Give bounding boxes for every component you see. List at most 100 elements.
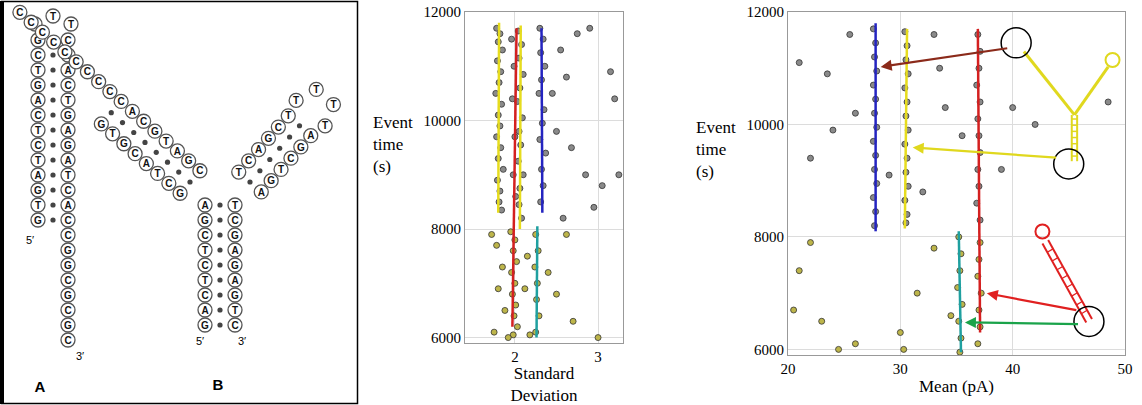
svg-text:T: T xyxy=(202,245,208,256)
svg-text:T: T xyxy=(202,275,208,286)
svg-text:T: T xyxy=(322,120,328,131)
svg-text:G: G xyxy=(231,260,239,271)
svg-text:C: C xyxy=(16,7,23,18)
svg-text:A: A xyxy=(64,155,71,166)
svg-text:C: C xyxy=(39,27,46,38)
svg-text:8000: 8000 xyxy=(754,229,784,245)
svg-text:20: 20 xyxy=(781,361,796,377)
svg-text:C: C xyxy=(64,35,71,46)
svg-text:G: G xyxy=(267,175,275,186)
svg-text:T: T xyxy=(330,99,336,110)
svg-text:C: C xyxy=(61,47,68,58)
svg-text:C: C xyxy=(287,153,294,164)
svg-text:5′: 5′ xyxy=(196,335,204,347)
svg-text:A: A xyxy=(174,146,181,157)
svg-text:A: A xyxy=(201,305,208,316)
svg-text:5′: 5′ xyxy=(26,234,34,246)
svg-text:8000: 8000 xyxy=(431,221,461,237)
svg-text:A: A xyxy=(201,200,208,211)
svg-text:T: T xyxy=(65,170,71,181)
svg-text:C: C xyxy=(196,165,203,176)
svg-text:C: C xyxy=(34,50,41,61)
svg-text:C: C xyxy=(84,66,91,77)
svg-text:C: C xyxy=(118,96,125,107)
svg-text:C: C xyxy=(131,148,138,159)
svg-text:10000: 10000 xyxy=(424,113,462,129)
svg-text:C: C xyxy=(64,215,71,226)
svg-text:Eventtime(s): Eventtime(s) xyxy=(696,118,736,181)
svg-text:6000: 6000 xyxy=(754,342,784,358)
svg-text:T: T xyxy=(50,11,56,22)
svg-text:C: C xyxy=(95,76,102,87)
svg-text:A: A xyxy=(35,378,46,395)
svg-text:40: 40 xyxy=(1005,361,1020,377)
svg-text:Mean (pA): Mean (pA) xyxy=(919,377,994,396)
svg-text:3′: 3′ xyxy=(238,335,246,347)
svg-text:C: C xyxy=(201,290,208,301)
svg-text:T: T xyxy=(278,164,284,175)
svg-text:C: C xyxy=(64,185,71,196)
svg-text:G: G xyxy=(34,215,42,226)
svg-text:C: C xyxy=(245,155,252,166)
svg-text:C: C xyxy=(64,80,71,91)
svg-text:T: T xyxy=(232,200,238,211)
svg-text:C: C xyxy=(64,275,71,286)
svg-text:C: C xyxy=(34,110,41,121)
svg-text:G: G xyxy=(120,138,128,149)
svg-text:T: T xyxy=(236,167,242,178)
svg-text:C: C xyxy=(201,230,208,241)
svg-text:A: A xyxy=(258,187,265,198)
svg-text:G: G xyxy=(34,185,42,196)
svg-text:C: C xyxy=(275,122,282,133)
svg-text:G: G xyxy=(201,215,209,226)
svg-text:2: 2 xyxy=(511,349,519,365)
svg-text:C: C xyxy=(64,230,71,241)
svg-text:C: C xyxy=(73,56,80,67)
svg-text:50: 50 xyxy=(1118,361,1133,377)
svg-text:StandardDeviation: StandardDeviation xyxy=(510,364,578,405)
svg-text:G: G xyxy=(151,126,159,137)
svg-text:G: G xyxy=(97,119,105,130)
svg-text:T: T xyxy=(293,95,299,106)
svg-text:G: G xyxy=(201,320,209,331)
svg-text:C: C xyxy=(165,178,172,189)
svg-text:C: C xyxy=(140,116,147,127)
svg-text:G: G xyxy=(64,140,72,151)
svg-text:3: 3 xyxy=(594,349,602,365)
svg-text:T: T xyxy=(65,95,71,106)
svg-text:A: A xyxy=(143,158,150,169)
svg-text:A: A xyxy=(307,130,314,141)
svg-text:C: C xyxy=(231,320,238,331)
svg-text:A: A xyxy=(34,95,41,106)
svg-text:A: A xyxy=(231,275,238,286)
svg-text:T: T xyxy=(155,168,161,179)
svg-text:12000: 12000 xyxy=(747,4,785,20)
svg-text:G: G xyxy=(64,260,72,271)
svg-text:G: G xyxy=(64,320,72,331)
svg-text:T: T xyxy=(35,125,41,136)
svg-text:A: A xyxy=(64,125,71,136)
svg-text:T: T xyxy=(35,155,41,166)
svg-text:C: C xyxy=(64,305,71,316)
svg-text:A: A xyxy=(231,245,238,256)
svg-text:Eventtime(s): Eventtime(s) xyxy=(373,113,413,176)
svg-text:C: C xyxy=(28,17,35,28)
svg-text:G: G xyxy=(231,230,239,241)
svg-text:G: G xyxy=(64,290,72,301)
svg-text:30: 30 xyxy=(893,361,908,377)
svg-text:G: G xyxy=(231,290,239,301)
svg-text:T: T xyxy=(68,19,74,30)
svg-text:C: C xyxy=(34,140,41,151)
svg-text:C: C xyxy=(64,335,71,346)
svg-text:T: T xyxy=(163,136,169,147)
svg-text:G: G xyxy=(34,80,42,91)
svg-text:G: G xyxy=(185,155,193,166)
svg-text:C: C xyxy=(106,86,113,97)
svg-text:T: T xyxy=(35,200,41,211)
svg-text:B: B xyxy=(213,376,224,393)
svg-text:T: T xyxy=(232,305,238,316)
svg-text:3′: 3′ xyxy=(76,350,84,362)
svg-text:T: T xyxy=(285,110,291,121)
svg-text:G: G xyxy=(297,142,305,153)
svg-text:10000: 10000 xyxy=(747,117,785,133)
